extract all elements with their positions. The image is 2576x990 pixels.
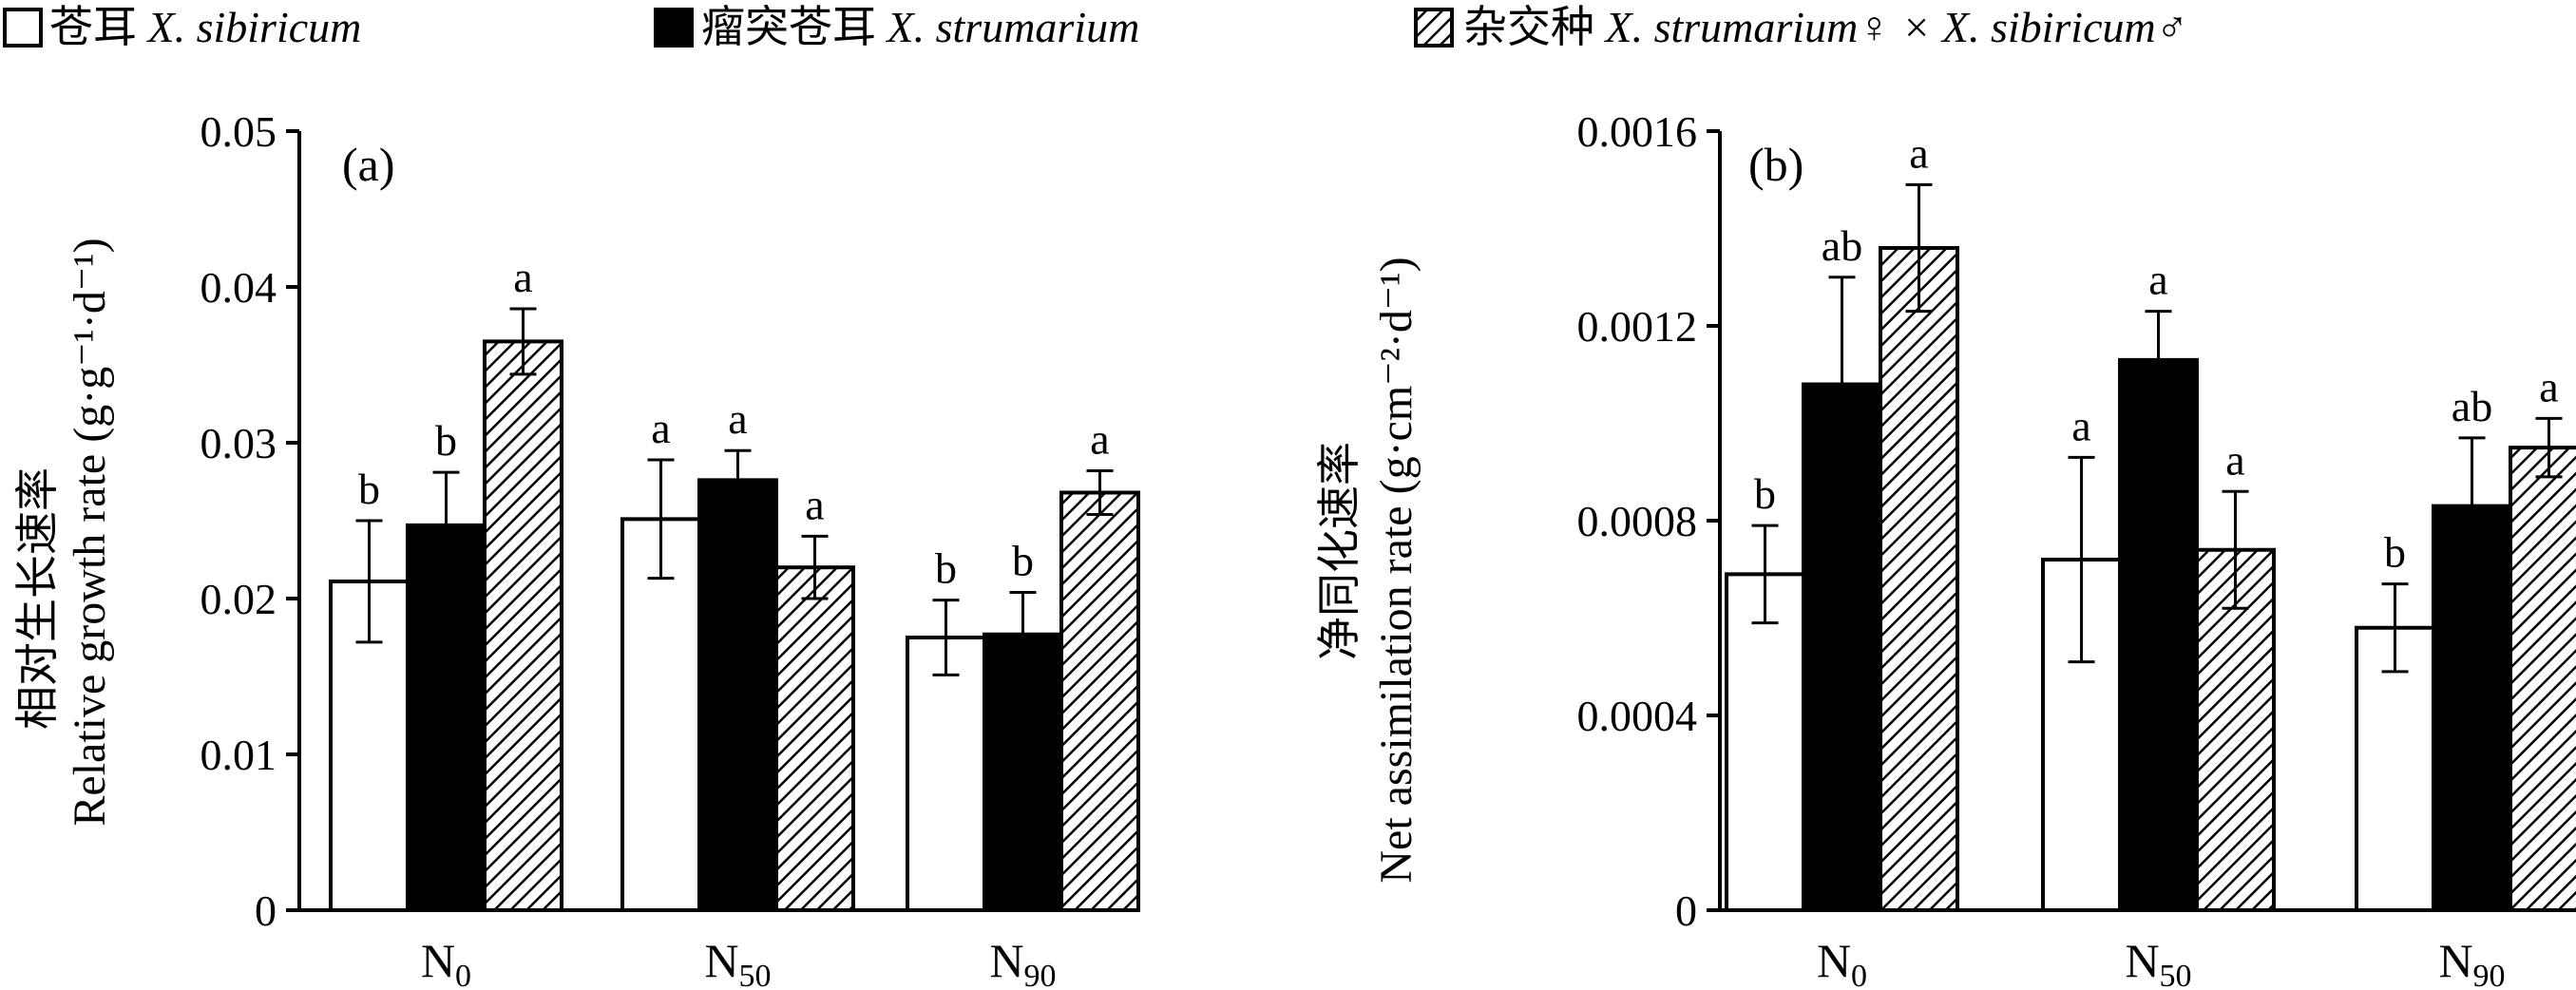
bar <box>483 339 563 912</box>
legend-swatch-white <box>3 8 43 48</box>
ylabel-cn-a: 相对生长速率 <box>11 467 63 730</box>
x-category-label: N0 <box>421 934 471 990</box>
significance-letter: a <box>1090 415 1109 464</box>
significance-letter: b <box>935 544 957 593</box>
y-tick-label: 0.0008 <box>1577 497 1698 545</box>
bar <box>906 636 986 912</box>
bar <box>1879 246 1959 912</box>
significance-letter: a <box>1909 128 1928 177</box>
bar <box>406 523 487 912</box>
legend-label-1: 苍耳 X. sibiricum <box>49 1 361 52</box>
panel-a: 相对生长速率 Relative growth rate (g·g⁻¹·d⁻¹) … <box>11 107 1140 990</box>
ylabel-en-b: Net assimilation rate (g·cm⁻²·d⁻¹) <box>1371 257 1422 883</box>
significance-letter: b <box>435 416 457 465</box>
y-tick-label: 0.05 <box>200 107 277 156</box>
x-category-label: N90 <box>989 934 1056 990</box>
legend-swatch-black <box>654 8 694 48</box>
panel-b: 净同化速率 Net assimilation rate (g·cm⁻²·d⁻¹)… <box>1313 107 2576 990</box>
significance-letter: b <box>358 465 380 513</box>
ylabel-en-a: Relative growth rate (g·g⁻¹·d⁻¹) <box>65 238 115 826</box>
bar <box>2195 547 2276 912</box>
y-tick-label: 0 <box>1675 886 1697 935</box>
bar <box>697 478 778 912</box>
bar <box>774 565 855 912</box>
bar <box>1725 572 1805 912</box>
y-tick-label: 0.0004 <box>1577 692 1698 740</box>
x-category-label: N90 <box>2438 934 2505 990</box>
y-tick-label: 0.02 <box>200 575 277 623</box>
significance-letter: ab <box>2452 382 2492 430</box>
y-tick-label: 0 <box>255 886 277 935</box>
xlabels-a: N0 N50 N90 <box>421 934 1057 990</box>
bar <box>2118 357 2199 912</box>
significance-letter: a <box>2071 401 2090 449</box>
significance-letter: a <box>728 394 747 443</box>
significance-letter: a <box>2539 362 2558 410</box>
panel-label-b: (b) <box>1748 138 1803 191</box>
axes-b <box>1718 131 2556 912</box>
y-tick-label: 0.03 <box>200 419 277 467</box>
bars-a: b a b b a b a a a <box>329 253 1140 913</box>
xlabels-b: N0 N50 N90 <box>1817 934 2506 990</box>
yticks-b: 0 0.0004 0.0008 0.0012 0.0016 <box>1577 107 1720 935</box>
bar <box>1059 490 1140 912</box>
x-category-label: N50 <box>2125 934 2191 990</box>
legend-swatch-hatched <box>1414 8 1454 48</box>
legend-label-3: 杂交种 X. strumarium♀ × X. sibiricum♂ <box>1463 1 2188 52</box>
significance-letter: a <box>805 480 824 528</box>
ylabel-cn-b: 净同化速率 <box>1313 442 1364 660</box>
panel-label-a: (a) <box>342 138 395 191</box>
legend-label-2: 瘤突苍耳 X. strumarium <box>701 1 1139 52</box>
significance-letter: a <box>513 253 532 301</box>
significance-letter: a <box>2148 256 2167 304</box>
y-tick-label: 0.01 <box>200 731 277 779</box>
y-tick-label: 0.0016 <box>1577 107 1698 156</box>
significance-letter: b <box>1012 536 1034 584</box>
bar <box>2509 446 2576 912</box>
significance-letter: a <box>651 404 670 452</box>
y-tick-label: 0.0012 <box>1577 302 1698 351</box>
significance-letter: ab <box>1822 221 1862 270</box>
significance-letter: a <box>2225 435 2244 484</box>
significance-letter: b <box>1754 469 1776 518</box>
bar <box>2355 625 2435 912</box>
yticks-a: 0 0.01 0.02 0.03 0.04 0.05 <box>200 107 299 935</box>
axes-a <box>297 131 1088 912</box>
x-category-label: N50 <box>704 934 771 990</box>
significance-letter: b <box>2384 528 2406 577</box>
x-category-label: N0 <box>1817 934 1867 990</box>
y-tick-label: 0.04 <box>200 263 277 312</box>
legend: 苍耳 X. sibiricum 瘤突苍耳 X. strumarium 杂交种 X… <box>3 1 2188 52</box>
